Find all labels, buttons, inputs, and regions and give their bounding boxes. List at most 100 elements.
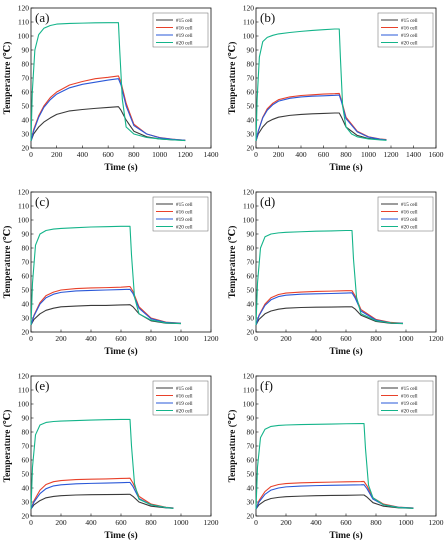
y-tick-label: 50	[22, 102, 30, 111]
legend-entry: #19 cell	[401, 33, 418, 39]
series-line-20-cell	[30, 225, 182, 326]
legend-entry: #19 cell	[401, 217, 418, 223]
y-tick-label: 20	[22, 328, 30, 337]
y-tick-label: 120	[18, 4, 30, 13]
x-tick-label: 1000	[152, 150, 167, 159]
legend-entry: #20 cell	[176, 408, 193, 414]
legend-entry: #16 cell	[176, 25, 193, 31]
series-line-16-cell	[30, 75, 186, 142]
series-line-20-cell	[255, 28, 387, 142]
y-tick-label: 100	[18, 32, 30, 41]
y-tick-label: 60	[247, 88, 255, 97]
x-tick-label: 800	[340, 150, 352, 159]
legend-entry: #16 cell	[401, 209, 418, 215]
y-tick-label: 90	[247, 46, 255, 55]
series-line-20-cell	[255, 423, 414, 510]
y-tick-label: 90	[247, 230, 255, 239]
y-tick-label: 110	[243, 18, 254, 27]
y-tick-label: 110	[18, 202, 29, 211]
y-tick-label: 30	[22, 498, 30, 507]
y-tick-label: 120	[18, 372, 30, 381]
y-tick-label: 30	[247, 314, 255, 323]
x-tick-label: 1000	[399, 334, 414, 343]
x-tick-label: 800	[145, 334, 157, 343]
y-tick-label: 50	[22, 286, 30, 295]
x-axis-title: Time (s)	[104, 162, 137, 173]
series-line-19-cell	[255, 484, 414, 510]
x-tick-label: 0	[254, 334, 258, 343]
y-tick-label: 80	[247, 244, 255, 253]
y-tick-label: 60	[22, 88, 30, 97]
x-tick-label: 400	[77, 150, 89, 159]
y-tick-label: 100	[18, 400, 30, 409]
y-tick-label: 50	[247, 102, 255, 111]
x-tick-label: 0	[254, 518, 258, 527]
y-tick-label: 60	[22, 456, 30, 465]
y-tick-label: 100	[243, 216, 255, 225]
y-tick-label: 100	[243, 400, 255, 409]
y-tick-label: 110	[243, 386, 254, 395]
y-tick-label: 120	[243, 188, 255, 197]
x-axis-title: Time (s)	[104, 346, 137, 357]
legend-entry: #15 cell	[401, 386, 418, 392]
x-tick-label: 600	[115, 334, 127, 343]
x-tick-label: 800	[145, 518, 157, 527]
y-axis-title: Temperature (℃)	[227, 226, 238, 299]
x-tick-label: 200	[280, 334, 292, 343]
legend-box	[377, 196, 434, 232]
x-tick-label: 1200	[429, 334, 444, 343]
legend-entry: #20 cell	[401, 408, 418, 414]
series-line-19-cell	[30, 78, 186, 142]
series-line-15-cell	[30, 106, 186, 142]
legend-entry: #20 cell	[401, 40, 418, 46]
x-tick-label: 600	[115, 518, 127, 527]
legend-entry: #15 cell	[176, 202, 193, 208]
legend-box	[152, 12, 209, 48]
x-tick-label: 600	[340, 334, 352, 343]
x-tick-label: 1200	[204, 334, 219, 343]
x-tick-label: 800	[128, 150, 140, 159]
series-line-15-cell	[255, 306, 404, 326]
x-axis-title: Time (s)	[329, 162, 362, 173]
series-line-16-cell	[255, 92, 387, 142]
series-line-19-cell	[30, 288, 182, 326]
y-tick-label: 50	[22, 470, 30, 479]
x-tick-label: 800	[370, 334, 382, 343]
y-tick-label: 20	[247, 328, 255, 337]
legend-entry: #16 cell	[176, 209, 193, 215]
y-tick-label: 40	[22, 300, 30, 309]
legend-box	[152, 380, 209, 416]
x-tick-label: 1400	[204, 150, 219, 159]
panel-label: (b)	[260, 10, 275, 25]
y-tick-label: 60	[247, 456, 255, 465]
y-tick-label: 40	[22, 116, 30, 125]
legend-entry: #19 cell	[176, 401, 193, 407]
x-tick-label: 800	[370, 518, 382, 527]
y-axis-title: Temperature (℃)	[2, 410, 13, 483]
x-tick-label: 0	[29, 518, 33, 527]
y-tick-label: 50	[247, 470, 255, 479]
y-tick-label: 80	[247, 428, 255, 437]
y-tick-label: 70	[247, 258, 255, 267]
y-tick-label: 60	[22, 272, 30, 281]
x-tick-label: 200	[51, 150, 63, 159]
x-tick-label: 0	[254, 150, 258, 159]
y-tick-label: 30	[247, 498, 255, 507]
y-tick-label: 40	[247, 300, 255, 309]
y-tick-label: 110	[243, 202, 254, 211]
legend-entry: #19 cell	[176, 33, 193, 39]
legend: #15 cell#16 cell #19 cell#20 cell	[152, 196, 209, 232]
y-tick-label: 90	[22, 414, 30, 423]
legend-entry: #15 cell	[176, 18, 193, 24]
x-tick-label: 1200	[178, 150, 193, 159]
panel-label: (e)	[35, 378, 49, 393]
y-tick-label: 20	[22, 144, 30, 153]
x-tick-label: 1000	[174, 334, 189, 343]
y-tick-label: 40	[247, 484, 255, 493]
series-line-15-cell	[30, 493, 174, 510]
x-tick-label: 600	[318, 150, 330, 159]
y-tick-label: 90	[247, 414, 255, 423]
x-tick-label: 600	[103, 150, 115, 159]
